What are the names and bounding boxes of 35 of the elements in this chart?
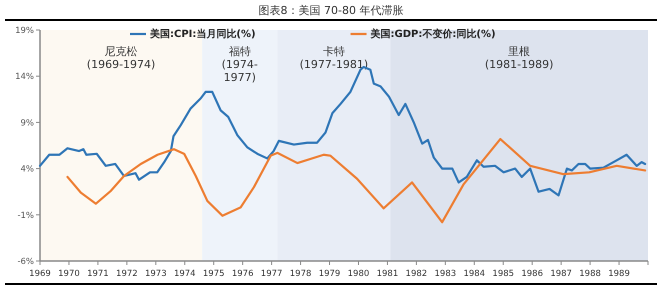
x-tick-label: 1985 bbox=[492, 269, 514, 279]
x-tick-label: 1977 bbox=[260, 269, 282, 279]
chart-title: 图表8：美国 70-80 年代滞胀 bbox=[258, 4, 404, 17]
x-tick-label: 1978 bbox=[290, 269, 312, 279]
x-tick-label: 1984 bbox=[463, 269, 486, 279]
x-tick-label: 1983 bbox=[434, 269, 456, 279]
y-tick-label: 4% bbox=[20, 164, 34, 175]
x-tick-label: 1981 bbox=[376, 269, 398, 279]
x-tick-label: 1976 bbox=[232, 269, 254, 279]
legend-label: 美国:GDP:不变价:同比(%) bbox=[370, 28, 496, 40]
x-tick-label: 1974 bbox=[174, 269, 196, 279]
y-tick-label: -1% bbox=[17, 210, 34, 221]
x-tick-label: 1979 bbox=[318, 269, 340, 279]
x-tick-label: 1980 bbox=[348, 269, 370, 279]
x-tick-label: 1982 bbox=[406, 269, 428, 279]
line-series bbox=[66, 138, 646, 224]
y-tick-label: 14% bbox=[15, 72, 34, 82]
x-tick-label: 1987 bbox=[550, 269, 572, 279]
x-tick-label: 1971 bbox=[87, 269, 109, 279]
x-tick-label: 1975 bbox=[202, 269, 225, 279]
x-tick-label: 1970 bbox=[58, 269, 80, 279]
x-tick-label: 1986 bbox=[521, 269, 544, 279]
x-tick-label: 1988 bbox=[579, 269, 601, 279]
y-tick-label: 19% bbox=[15, 26, 34, 36]
x-tick-label: 1972 bbox=[116, 269, 138, 279]
band-label: 里根 (1981-1989) bbox=[484, 45, 554, 71]
legend-label: 美国:CPI:当月同比(%) bbox=[149, 28, 256, 40]
y-tick-label: -6% bbox=[17, 257, 34, 267]
band-label: 福特 (1974- 1977) bbox=[222, 45, 258, 84]
band-label: 卡特 (1977-1981) bbox=[300, 45, 368, 71]
y-tick-label: 9% bbox=[20, 118, 34, 128]
x-tick-label: 1989 bbox=[608, 269, 630, 279]
x-tick-label: 1969 bbox=[29, 269, 51, 279]
band-label: 尼克松 (1969-1974) bbox=[86, 45, 156, 71]
x-tick-label: 1973 bbox=[144, 269, 167, 279]
